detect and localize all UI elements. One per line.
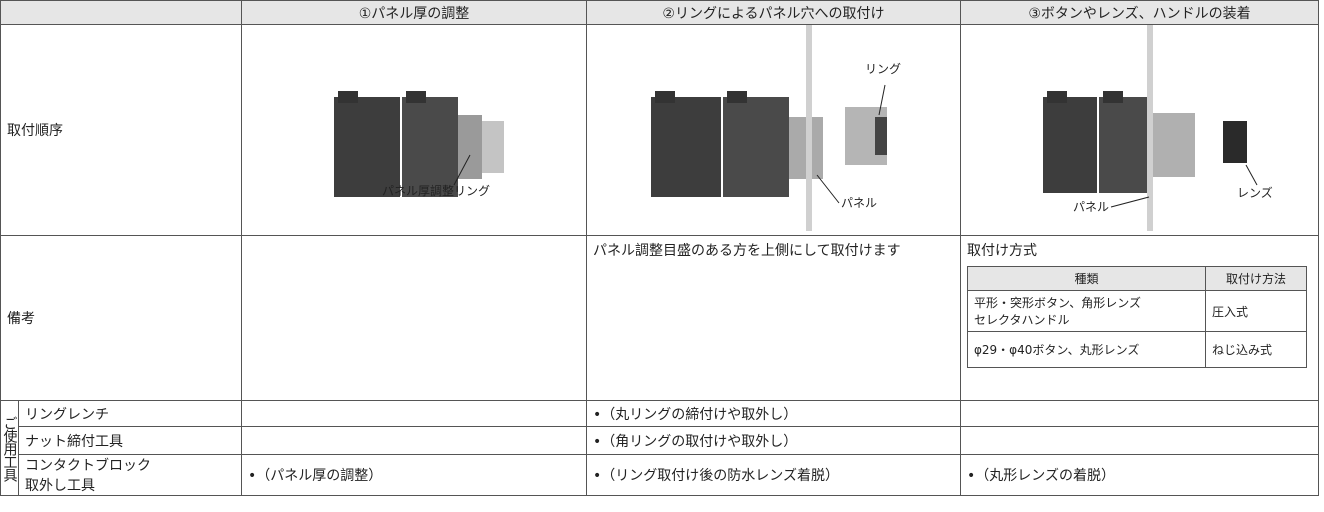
tool-name: コンタクトブロック 取外し工具 (18, 454, 242, 496)
callout: パネル厚調整リング (382, 183, 490, 198)
column-header: ①パネル厚の調整 (241, 0, 587, 25)
callout: レンズ (1237, 185, 1273, 200)
inner-cell: φ29・φ40ボタン、丸形レンズ (967, 331, 1206, 368)
inner-header: 取付け方法 (1205, 266, 1307, 291)
tool-cell (960, 426, 1319, 455)
tool-cell: •（丸リングの締付けや取外し） (586, 400, 961, 427)
text-line: 取外し工具 (25, 478, 95, 494)
inner-cell: ねじ込み式 (1205, 331, 1307, 368)
device-image: パネル厚調整リング (334, 91, 504, 198)
callout: リング (865, 62, 901, 76)
note-cell: パネル調整目盛のある方を上側にして取付けます (586, 235, 961, 401)
row-label: 取付順序 (0, 24, 242, 236)
note-cell: 取付け方式 種類 取付け方法 平形・突形ボタン、角形レンズ セレクタハンドル 圧入式 … (960, 235, 1319, 401)
device-image: リング パネル (651, 25, 901, 231)
column-header: ③ボタンやレンズ、ハンドルの装着 (960, 0, 1319, 25)
text-line: φ29・φ40ボタン、丸形レンズ (974, 343, 1140, 357)
note-cell (241, 235, 587, 401)
spec-table: ①パネル厚の調整 ②リングによるパネル穴への取付け ③ボタンやレンズ、ハンドルの… (0, 0, 1319, 496)
tool-cell: •（リング取付け後の防水レンズ着脱） (586, 454, 961, 496)
group-label: ご使用工具 (0, 400, 19, 496)
tool-name: リングレンチ (18, 400, 242, 427)
tool-cell: •（丸形レンズの着脱） (960, 454, 1319, 496)
text-line: ナット締付工具 (25, 433, 123, 450)
column-header: ②リングによるパネル穴への取付け (586, 0, 961, 25)
callout: パネル (841, 196, 877, 210)
tool-cell: •（角リングの取付けや取外し） (586, 426, 961, 455)
image-cell: パネル厚調整リング (241, 24, 587, 236)
text-line: 平形・突形ボタン、角形レンズ (974, 296, 1142, 310)
tool-cell (960, 400, 1319, 427)
tool-cell (241, 400, 587, 427)
tool-name: ナット締付工具 (18, 426, 242, 455)
image-cell: リング パネル (586, 24, 961, 236)
inner-cell: 平形・突形ボタン、角形レンズ セレクタハンドル (967, 290, 1206, 332)
device-image: パネル レンズ (1043, 25, 1273, 231)
tool-cell (241, 426, 587, 455)
method-title: 取付け方式 (967, 243, 1037, 259)
callout: パネル (1073, 200, 1109, 214)
text-line: リングレンチ (25, 406, 109, 423)
method-table: 種類 取付け方法 平形・突形ボタン、角形レンズ セレクタハンドル 圧入式 φ29・φ4… (967, 266, 1307, 368)
corner (0, 0, 242, 25)
text-line: セレクタハンドル (974, 313, 1070, 327)
tool-cell: •（パネル厚の調整） (241, 454, 587, 496)
inner-cell: 圧入式 (1205, 290, 1307, 332)
inner-header: 種類 (967, 266, 1206, 291)
image-cell: パネル レンズ (960, 24, 1319, 236)
row-label: 備考 (0, 235, 242, 401)
text-line: コンタクトブロック (25, 458, 151, 474)
